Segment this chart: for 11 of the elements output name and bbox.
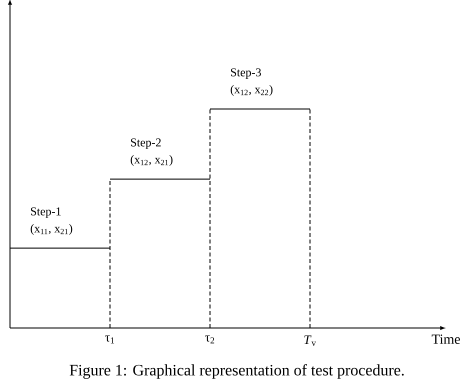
- annotation: Step-1: [31, 207, 61, 218]
- x-tick-label: T$_{v}$: [304, 336, 316, 346]
- text: Step-3: [231, 68, 261, 79]
- x-tick-label: τ$_{1}$: [105, 336, 114, 344]
- x-tick-label: τ$_{2}$: [205, 336, 214, 344]
- annotation: (x$_{11}$, x$_{21}$): [30, 224, 72, 235]
- text: (x$_{12}$, x$_{22}$): [230, 84, 273, 96]
- annotation: (x$_{12}$, x$_{21}$): [130, 155, 173, 166]
- x-axis-title: Time: [432, 334, 460, 344]
- caption: Figure 1: Graphical representation of test procedure.: [70, 364, 404, 379]
- annotation: Step-2: [131, 138, 161, 149]
